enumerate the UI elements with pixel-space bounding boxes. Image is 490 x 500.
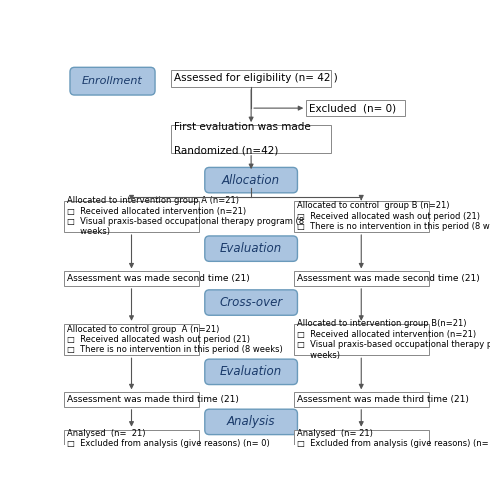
Text: Evaluation: Evaluation	[220, 366, 282, 378]
Text: Enrollment: Enrollment	[82, 76, 143, 86]
FancyBboxPatch shape	[205, 409, 297, 434]
Bar	[64, 392, 199, 407]
Bar	[306, 100, 405, 116]
Bar	[64, 324, 199, 356]
Bar	[172, 125, 331, 153]
Bar	[294, 324, 429, 356]
Text: Analysis: Analysis	[227, 416, 275, 428]
FancyBboxPatch shape	[205, 359, 297, 384]
Bar	[64, 272, 199, 286]
Text: Analysed  (n= 21)
□  Excluded from analysis (give reasons) (n= 0): Analysed (n= 21) □ Excluded from analysi…	[297, 429, 490, 448]
Text: Assessment was made third time (21): Assessment was made third time (21)	[67, 395, 239, 404]
Text: Allocated to intervention group B(n=21)
□  Received allocated intervention (n=21: Allocated to intervention group B(n=21) …	[297, 320, 490, 360]
Bar	[294, 430, 429, 448]
Bar	[294, 392, 429, 407]
Bar	[64, 200, 199, 232]
Bar	[64, 430, 199, 448]
Bar	[294, 272, 429, 286]
Text: Allocated to intervention group A (n=21)
□  Received allocated intervention (n=2: Allocated to intervention group A (n=21)…	[67, 196, 304, 236]
Text: Cross-over: Cross-over	[220, 296, 283, 309]
FancyBboxPatch shape	[205, 168, 297, 193]
Bar	[172, 70, 331, 87]
Text: Allocation: Allocation	[222, 174, 280, 186]
Bar	[294, 200, 429, 232]
Text: Assessment was made third time (21): Assessment was made third time (21)	[297, 395, 469, 404]
FancyBboxPatch shape	[70, 68, 155, 95]
FancyBboxPatch shape	[205, 236, 297, 262]
Text: Excluded  (n= 0): Excluded (n= 0)	[309, 103, 396, 113]
Text: Allocated to control  group B (n=21)
□  Received allocated wash out period (21)
: Allocated to control group B (n=21) □ Re…	[297, 202, 490, 231]
Text: Evaluation: Evaluation	[220, 242, 282, 255]
Text: Assessment was made second time (21): Assessment was made second time (21)	[67, 274, 250, 283]
Text: Analysed  (n=  21)
□  Excluded from analysis (give reasons) (n= 0): Analysed (n= 21) □ Excluded from analysi…	[67, 429, 270, 448]
Text: Assessed for eligibility (n= 42 ): Assessed for eligibility (n= 42 )	[174, 74, 338, 84]
Text: Allocated to control group  A (n=21)
□  Received allocated wash out period (21)
: Allocated to control group A (n=21) □ Re…	[67, 324, 283, 354]
Text: First evaluation was made

Randomized (n=42): First evaluation was made Randomized (n=…	[174, 122, 311, 156]
FancyBboxPatch shape	[205, 290, 297, 316]
Text: Assessment was made second time (21): Assessment was made second time (21)	[297, 274, 480, 283]
